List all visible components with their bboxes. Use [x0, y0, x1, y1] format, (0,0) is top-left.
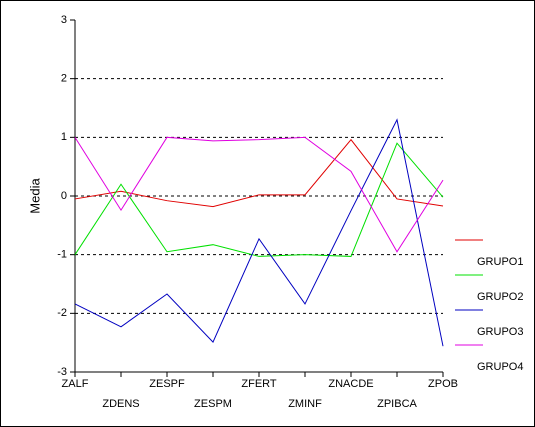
legend-label: GRUPO2 [477, 291, 523, 303]
x-tick-label: ZESPF [149, 378, 185, 390]
legend-label: GRUPO4 [477, 361, 523, 373]
x-tick-label: ZDENS [102, 398, 139, 410]
y-tick-label: -3 [57, 366, 67, 378]
y-tick-label: 0 [61, 190, 67, 202]
series-line [74, 136, 444, 253]
y-tick-label: 1 [61, 131, 67, 143]
x-tick-label: ZPIBCA [377, 398, 417, 410]
series-line [74, 118, 444, 347]
legend-label: GRUPO1 [477, 256, 523, 268]
x-tick-label: ZALF [62, 378, 89, 390]
x-tick-label: ZFERT [241, 378, 277, 390]
series-line [74, 138, 444, 208]
y-tick-label: 3 [61, 14, 67, 26]
series-line [74, 142, 444, 257]
y-tick-label: -1 [57, 249, 67, 261]
x-tick-label: ZESPM [194, 398, 232, 410]
x-tick-label: ZMINF [288, 398, 322, 410]
legend-label: GRUPO3 [477, 326, 523, 338]
x-tick-label: ZNACDE [328, 378, 373, 390]
y-tick-label: -2 [57, 307, 67, 319]
y-tick-label: 2 [61, 73, 67, 85]
y-axis-label: Media [27, 178, 42, 214]
x-tick-label: ZPOB [428, 378, 458, 390]
